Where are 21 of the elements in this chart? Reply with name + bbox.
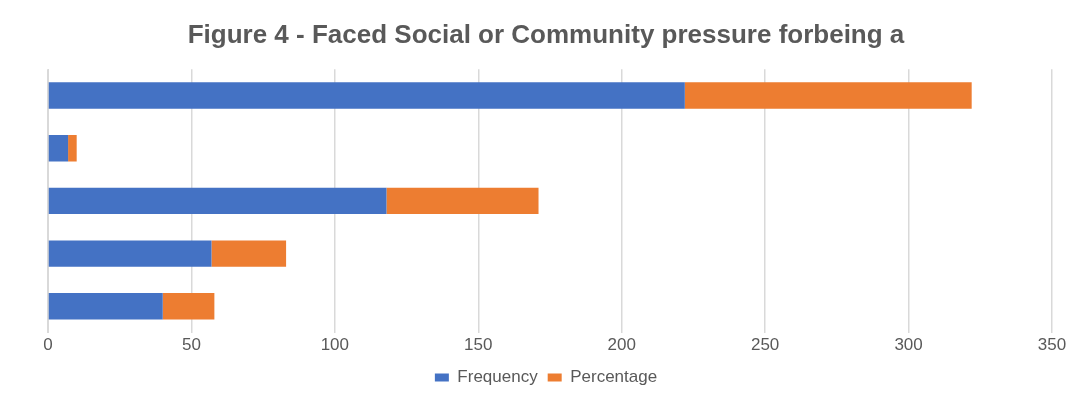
legend-label: Percentage <box>570 367 658 387</box>
x-tick-label: 100 <box>320 335 350 355</box>
x-tick-label: 0 <box>43 335 53 355</box>
bar <box>48 240 212 267</box>
chart-title: Figure 4 - Faced Social or Community pressure forbeing a <box>187 18 905 49</box>
legend-label: Frequency <box>457 367 539 387</box>
x-tick-label: 350 <box>1037 335 1067 355</box>
bar <box>48 293 163 320</box>
bar <box>48 187 387 215</box>
bar <box>48 135 69 162</box>
x-tick-label: 300 <box>894 335 923 355</box>
bar <box>386 187 539 215</box>
bar <box>48 82 685 109</box>
bar <box>162 293 215 320</box>
x-tick-label: 200 <box>607 335 636 355</box>
x-tick-label: 150 <box>464 335 493 355</box>
x-tick-label: 50 <box>181 335 201 355</box>
bar <box>68 135 77 162</box>
bar <box>211 240 287 267</box>
bar <box>684 82 972 109</box>
x-tick-label: 250 <box>750 335 780 355</box>
